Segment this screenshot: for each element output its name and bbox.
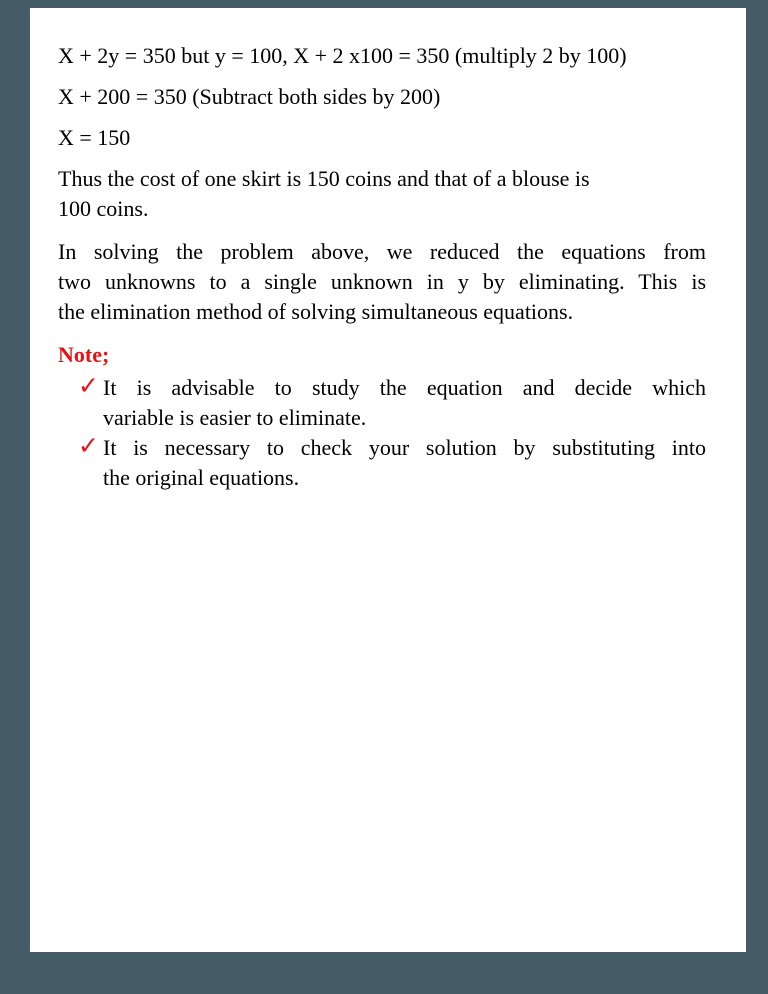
text-line: In solving the problem above, we reduced… xyxy=(58,239,706,264)
paragraph-elimination-method: In solving the problem above, we reduced… xyxy=(58,237,706,327)
text-line: It is advisable to study the equation an… xyxy=(103,375,706,400)
text-line: Thus the cost of one skirt is 150 coins … xyxy=(58,166,590,191)
list-item: ✓ It is advisable to study the equation … xyxy=(58,371,706,433)
text-line: the original equations. xyxy=(103,465,300,490)
equation-line-3: X = 150 xyxy=(58,125,131,150)
equation-line-1: X + 2y = 350 but y = 100, X + 2 x100 = 3… xyxy=(58,43,627,68)
note-list: ✓ It is advisable to study the equation … xyxy=(58,371,706,493)
checkmark-icon: ✓ xyxy=(78,431,99,460)
text-line: the elimination method of solving simult… xyxy=(58,299,574,324)
document-page: X + 2y = 350 but y = 100, X + 2 x100 = 3… xyxy=(30,8,746,952)
equation-line-2: X + 200 = 350 (Subtract both sides by 20… xyxy=(58,84,441,109)
list-item: ✓ It is necessary to check your solution… xyxy=(58,431,706,493)
note-heading: Note; xyxy=(58,342,110,367)
text-line: It is necessary to check your solution b… xyxy=(103,435,706,460)
checkmark-icon: ✓ xyxy=(78,371,99,400)
text-line: 100 coins. xyxy=(58,196,149,221)
paragraph-conclusion: Thus the cost of one skirt is 150 coins … xyxy=(58,164,706,224)
text-line: two unknowns to a single unknown in y by… xyxy=(58,269,706,294)
text-line: variable is easier to eliminate. xyxy=(103,405,367,430)
